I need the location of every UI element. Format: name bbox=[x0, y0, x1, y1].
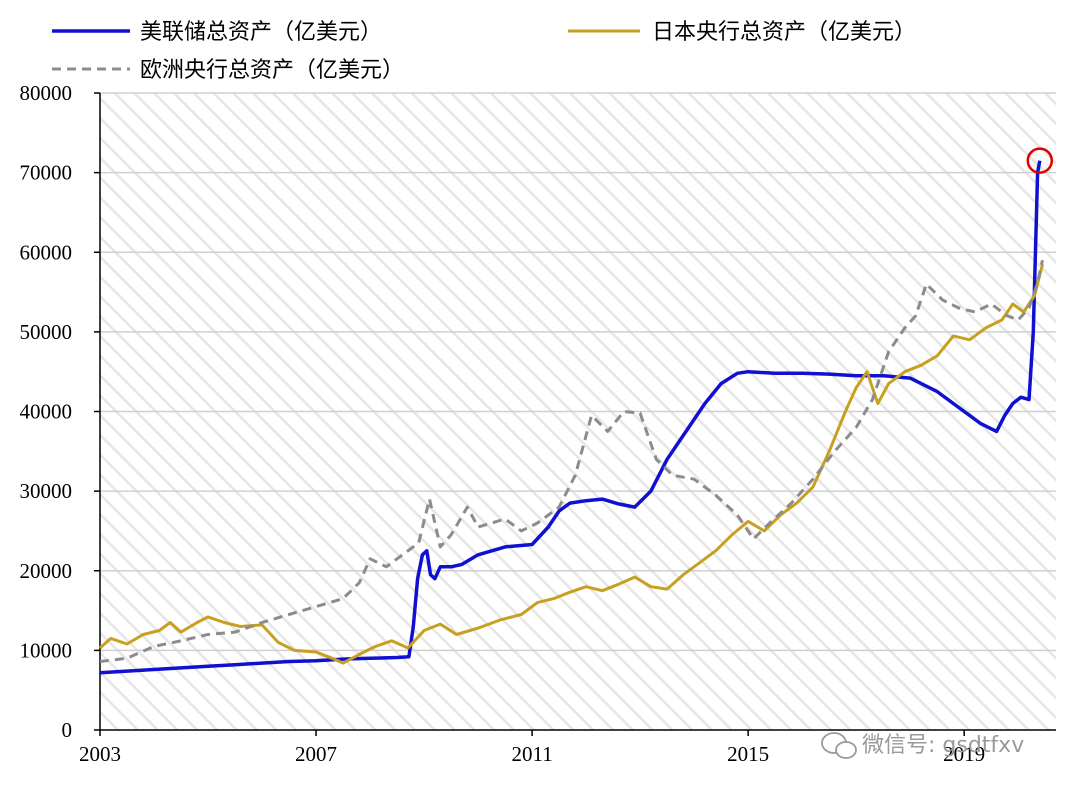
y-tick-label-7: 70000 bbox=[20, 161, 73, 185]
x-tick-label-2: 2011 bbox=[511, 742, 552, 766]
x-tick-label-4: 2019 bbox=[943, 742, 985, 766]
series-line-1 bbox=[99, 263, 1044, 665]
wechat-icon bbox=[821, 732, 857, 759]
legend-label-0: 美联储总资产（亿美元） bbox=[140, 20, 382, 45]
series-line-0 bbox=[99, 160, 1042, 675]
y-tick-labels: 0 10000 20000 30000 40000 50000 60000 70000 8000… bbox=[20, 81, 73, 742]
annotations bbox=[1026, 147, 1054, 174]
x-tick-label-1: 2007 bbox=[295, 742, 337, 766]
watermark-text: 微信号: gsdtfxv bbox=[862, 733, 1024, 758]
x-tick-label-3: 2015 bbox=[727, 742, 769, 766]
y-tick-label-0: 0 bbox=[62, 718, 73, 742]
y-tick-label-3: 30000 bbox=[20, 479, 73, 503]
legend-label-2: 欧洲央行总资产（亿美元） bbox=[140, 58, 404, 83]
legend: 美联储总资产（亿美元） 日本央行总资产（亿美元） 欧洲央行总资产（亿美元） bbox=[52, 20, 916, 83]
watermark: 微信号: gsdtfxv bbox=[821, 732, 1024, 759]
legend-label-1: 日本央行总资产（亿美元） bbox=[652, 20, 916, 45]
axes bbox=[94, 92, 1056, 736]
y-tick-label-4: 40000 bbox=[20, 400, 73, 424]
y-tick-label-1: 10000 bbox=[20, 638, 73, 662]
gridlines bbox=[100, 92, 1056, 652]
x-tick-labels: 2003 2007 2011 2015 2019 bbox=[79, 742, 985, 766]
series-lines bbox=[99, 160, 1044, 675]
y-tick-label-5: 50000 bbox=[20, 320, 73, 344]
series-line-2 bbox=[99, 259, 1044, 663]
y-tick-label-2: 20000 bbox=[20, 559, 73, 583]
y-tick-label-8: 80000 bbox=[20, 81, 73, 105]
highlight-circle-0 bbox=[1026, 147, 1054, 174]
x-tick-label-0: 2003 bbox=[79, 742, 121, 766]
y-tick-label-6: 60000 bbox=[20, 240, 73, 264]
